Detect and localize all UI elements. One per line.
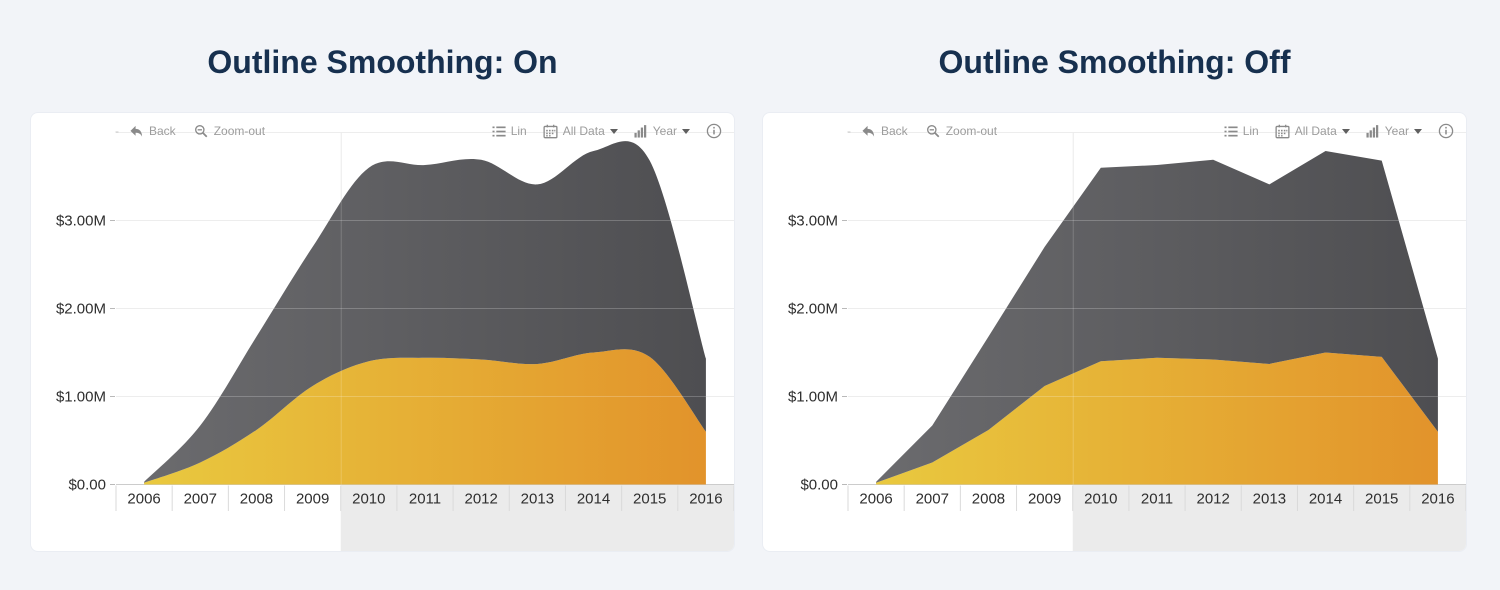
lin-label: Lin [510, 124, 527, 138]
all-data-dropdown[interactable]: All Data [543, 124, 618, 139]
list-icon [1224, 125, 1238, 137]
x-axis-label: 2012 [464, 491, 497, 508]
list-icon [492, 125, 506, 137]
bar-chart-icon [634, 125, 646, 138]
x-axis-label: 2014 [577, 491, 610, 508]
y-axis-label: $1.00M [788, 389, 838, 406]
caret-down-icon [1341, 128, 1350, 134]
stacked-area-chart-straight[interactable]: 2006 2007 2008 2009 2010 2011 2012 2013 2014 2015… [763, 113, 1467, 552]
y-axis-label: $0.00 [800, 477, 838, 494]
y-axis-label: $1.00M [56, 389, 106, 406]
page-title-right: Outline Smoothing: Off [938, 44, 1291, 80]
x-axis-label: 2010 [352, 491, 385, 508]
x-axis-label: 2006 [859, 491, 892, 508]
x-axis-label: 2015 [633, 491, 666, 508]
caret-down-icon [1414, 128, 1422, 134]
toolbar-right-group: Lin All Data Year [492, 123, 722, 139]
toolbar-right-group: Lin All Data Year [1224, 123, 1454, 139]
y-axis-label: $2.00M [56, 301, 106, 318]
x-axis-label: 2008 [240, 491, 273, 508]
back-button[interactable]: Back [861, 124, 908, 138]
all-data-label: All Data [1294, 124, 1337, 138]
x-axis-label: 2013 [521, 491, 554, 508]
y-axis-label: $3.00M [788, 213, 838, 230]
lin-toggle-button[interactable]: Lin [492, 124, 527, 138]
right-column: Outline Smoothing: Off - Back Zoom-out L… [762, 0, 1467, 552]
chart-toolbar: - Back Zoom-out Lin All Data [763, 118, 1466, 144]
back-label: Back [881, 124, 908, 138]
chart-panel-right: - Back Zoom-out Lin All Data [762, 112, 1467, 552]
x-axis-label: 2009 [296, 491, 329, 508]
back-icon [130, 125, 143, 137]
chart-panel-left: - Back Zoom-out Lin All Data [30, 112, 735, 552]
bar-chart-icon [1366, 125, 1378, 138]
back-button[interactable]: Back [129, 124, 176, 138]
zoom-out-label: Zoom-out [945, 124, 998, 138]
calendar-icon [543, 124, 558, 138]
zoom-out-button[interactable]: Zoom-out [926, 124, 997, 139]
info-button[interactable] [1438, 123, 1454, 139]
chart-toolbar: - Back Zoom-out Lin All Data [31, 118, 734, 144]
x-axis-label: 2015 [1365, 491, 1398, 508]
all-data-label: All Data [562, 124, 605, 138]
x-axis-label: 2007 [916, 491, 949, 508]
info-icon [1438, 123, 1454, 139]
zoom-out-label: Zoom-out [213, 124, 266, 138]
zoom-out-icon [194, 124, 208, 137]
selected-period-band [340, 485, 734, 551]
caret-down-icon [609, 128, 618, 134]
area-series-lower-area-yellow[interactable] [876, 352, 1438, 485]
info-button[interactable] [706, 123, 722, 139]
page-title-left: Outline Smoothing: On [207, 44, 558, 80]
toolbar-left-group: - Back Zoom-out [847, 124, 997, 139]
x-axis-label: 2008 [972, 491, 1005, 508]
x-axis-label: 2016 [1421, 491, 1454, 508]
toolbar-grip: - [115, 124, 119, 138]
x-axis-label: 2012 [1196, 491, 1229, 508]
toolbar-grip: - [847, 124, 851, 138]
year-label: Year [1384, 124, 1409, 138]
x-axis-label: 2010 [1084, 491, 1117, 508]
left-column: Outline Smoothing: On - Back Zoom-out Li… [30, 0, 735, 552]
x-axis-label: 2011 [409, 491, 441, 508]
x-axis-label: 2014 [1309, 491, 1342, 508]
area-series-lower-area-yellow[interactable] [144, 349, 706, 485]
info-icon [706, 123, 722, 139]
stacked-area-chart-smoothed[interactable]: 2006 2007 2008 2009 2010 2011 2012 2013 2014 2015… [31, 113, 735, 552]
y-axis-label: $2.00M [788, 301, 838, 318]
x-axis-label: 2009 [1028, 491, 1061, 508]
x-axis-label: 2013 [1253, 491, 1286, 508]
year-dropdown[interactable]: Year [1366, 124, 1422, 138]
area-series-upper-area-gray[interactable] [144, 141, 706, 483]
x-axis-label: 2016 [689, 491, 722, 508]
y-axis-label: $3.00M [56, 213, 106, 230]
caret-down-icon [682, 128, 690, 134]
calendar-icon [1275, 124, 1290, 138]
zoom-out-button[interactable]: Zoom-out [194, 124, 265, 139]
all-data-dropdown[interactable]: All Data [1275, 124, 1350, 139]
lin-toggle-button[interactable]: Lin [1224, 124, 1259, 138]
x-axis-label: 2011 [1141, 491, 1173, 508]
toolbar-left-group: - Back Zoom-out [115, 124, 265, 139]
year-label: Year [652, 124, 677, 138]
zoom-out-icon [926, 124, 940, 137]
lin-label: Lin [1242, 124, 1259, 138]
y-axis-label: $0.00 [68, 477, 106, 494]
year-dropdown[interactable]: Year [634, 124, 690, 138]
x-axis-label: 2007 [184, 491, 217, 508]
x-axis-label: 2006 [127, 491, 160, 508]
selected-period-band [1072, 485, 1466, 551]
back-icon [862, 125, 875, 137]
area-series-upper-area-gray[interactable] [876, 150, 1438, 483]
back-label: Back [149, 124, 176, 138]
